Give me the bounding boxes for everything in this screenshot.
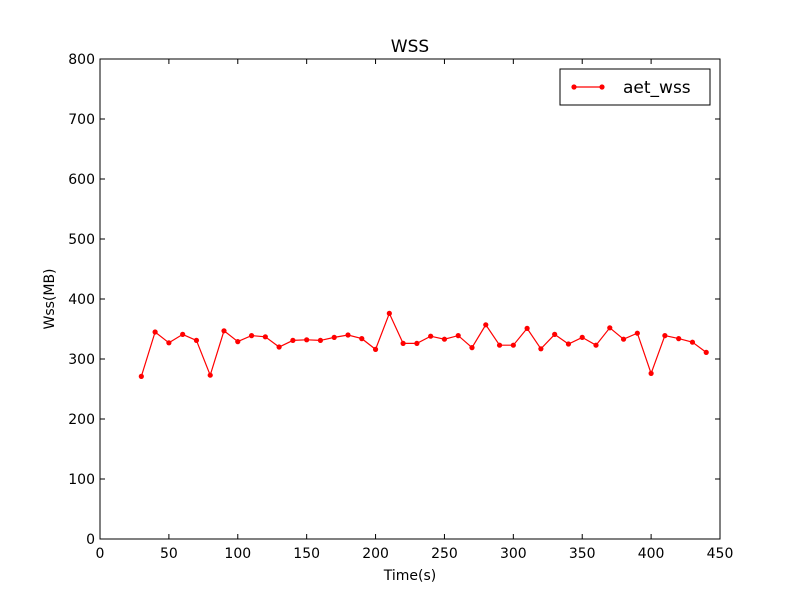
data-point xyxy=(290,337,296,343)
series-line-aet_wss xyxy=(140,311,707,378)
data-point xyxy=(428,333,434,339)
y-tick-label: 500 xyxy=(68,232,95,248)
y-tick-label: 200 xyxy=(68,412,95,428)
x-tick-label: 350 xyxy=(569,546,596,562)
data-point xyxy=(620,336,627,342)
data-point xyxy=(469,345,475,351)
data-point xyxy=(662,333,668,339)
data-point xyxy=(593,342,599,348)
x-tick-label: 400 xyxy=(638,546,665,562)
data-point xyxy=(455,333,461,339)
legend-label-aet-wss: aet_wss xyxy=(623,78,691,98)
x-axis-label: Time(s) xyxy=(383,568,436,584)
data-point xyxy=(524,325,530,331)
data-point xyxy=(510,342,516,348)
data-point xyxy=(331,334,337,340)
data-point xyxy=(607,325,613,331)
legend-marker xyxy=(571,84,577,90)
plot-area-frame xyxy=(99,58,721,540)
data-point xyxy=(689,339,696,345)
data-point xyxy=(441,336,448,342)
data-point xyxy=(276,344,282,350)
data-point xyxy=(193,337,200,343)
data-point xyxy=(372,346,379,352)
data-point xyxy=(207,372,213,378)
x-tick-label: 100 xyxy=(224,546,251,562)
y-tick-label: 300 xyxy=(68,352,95,368)
data-point xyxy=(221,328,227,334)
data-point xyxy=(345,332,351,338)
x-tick-label: 150 xyxy=(293,546,320,562)
data-point xyxy=(359,336,365,342)
data-point xyxy=(304,337,310,343)
data-point xyxy=(483,322,489,328)
legend: aet_wss xyxy=(559,68,711,106)
x-tick-label: 300 xyxy=(500,546,527,562)
data-point xyxy=(676,336,682,342)
data-point xyxy=(152,329,158,335)
data-point xyxy=(317,337,324,343)
data-point xyxy=(414,340,420,346)
data-point xyxy=(166,340,172,346)
y-tick-label: 100 xyxy=(68,472,95,488)
data-point xyxy=(262,334,268,340)
data-point xyxy=(180,331,186,337)
data-point xyxy=(538,346,544,352)
y-tick-label: 400 xyxy=(68,292,95,308)
y-axis-ticks: 0 100 200 300 400 500 600 700 800 xyxy=(68,52,720,548)
data-point xyxy=(386,310,392,316)
series-layer xyxy=(138,310,709,379)
x-tick-label: 50 xyxy=(160,546,178,562)
x-tick-label: 200 xyxy=(362,546,389,562)
data-point xyxy=(400,340,406,346)
y-tick-label: 0 xyxy=(86,532,95,548)
data-point xyxy=(565,341,572,347)
y-tick-label: 800 xyxy=(68,52,95,68)
x-tick-label: 0 xyxy=(96,546,105,562)
data-point xyxy=(634,330,640,336)
legend-marker xyxy=(599,84,605,90)
y-axis-label: Wss(MB) xyxy=(42,268,58,329)
data-point xyxy=(552,331,558,337)
data-point xyxy=(703,349,709,355)
data-point xyxy=(235,339,241,345)
data-point xyxy=(138,373,144,379)
x-tick-label: 250 xyxy=(431,546,458,562)
data-point xyxy=(496,342,503,348)
data-point xyxy=(579,334,585,340)
y-tick-label: 600 xyxy=(68,172,95,188)
chart-title: WSS xyxy=(391,37,429,57)
y-tick-label: 700 xyxy=(68,112,95,128)
data-point xyxy=(248,333,255,339)
x-axis-ticks: 0 50 100 150 200 250 300 350 400 450 xyxy=(96,59,734,562)
data-point xyxy=(648,370,654,376)
legend-box xyxy=(559,68,711,106)
x-tick-label: 450 xyxy=(707,546,734,562)
